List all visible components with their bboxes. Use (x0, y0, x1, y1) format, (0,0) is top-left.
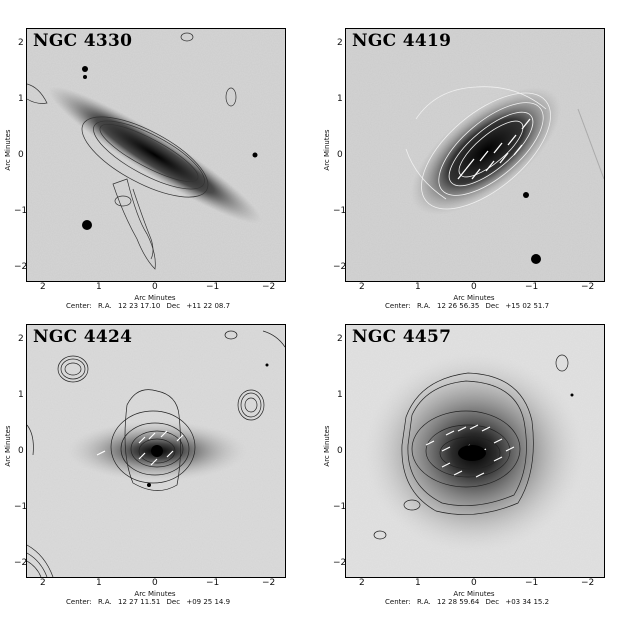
x-tick-label: −2 (262, 578, 276, 588)
x-tick-label: −2 (581, 282, 595, 292)
y-tick-label: −2 (14, 262, 28, 272)
y-tick-label: −2 (333, 558, 347, 568)
x-axis-label: Arc Minutes (134, 294, 176, 302)
x-tick-label: −1 (206, 578, 220, 588)
dec-label: Dec (485, 302, 500, 310)
galaxy-name: NGC 4457 (352, 327, 452, 347)
y-axis-label: Arc Minutes (323, 425, 331, 467)
dec-label: Dec (485, 598, 500, 606)
galaxy-name: NGC 4424 (33, 327, 133, 347)
panel-ngc4419: NGC 4419 2 1 0 −1 −2 2 1 0 −1 −2 Arc Min… (319, 0, 639, 312)
panel-ngc4424: NGC 4424 2 1 0 −1 −2 2 1 0 −1 −2 Arc Min… (0, 312, 320, 625)
galaxy-image: NGC 4457 (345, 324, 605, 578)
ra-value: 12 28 59.64 (437, 598, 480, 606)
y-tick-label: 2 (337, 334, 343, 344)
dec-value: +09 25 14.9 (186, 598, 231, 606)
y-axis-label: Arc Minutes (4, 425, 12, 467)
y-axis-label: Arc Minutes (323, 129, 331, 171)
x-tick-label: −2 (581, 578, 595, 588)
x-tick-label: 2 (40, 578, 46, 588)
ra-label: R.A. (417, 598, 431, 606)
dec-value: +03 34 15.2 (505, 598, 550, 606)
y-tick-label: 2 (18, 334, 24, 344)
center-coordinates: Center: R.A. 12 27 11.51 Dec +09 25 14.9 (66, 598, 234, 606)
x-tick-label: 1 (96, 282, 102, 292)
x-tick-label: 0 (471, 282, 477, 292)
y-tick-label: 1 (337, 390, 343, 400)
x-tick-label: 1 (415, 578, 421, 588)
x-tick-label: 2 (359, 282, 365, 292)
optical-contour-overlay (27, 325, 285, 577)
x-tick-label: 2 (359, 578, 365, 588)
y-tick-label: 2 (18, 38, 24, 48)
y-tick-label: 1 (18, 390, 24, 400)
x-tick-label: −1 (525, 578, 539, 588)
center-coordinates: Center: R.A. 12 26 56.35 Dec +15 02 51.7 (385, 302, 553, 310)
dec-value: +11 22 08.7 (186, 302, 231, 310)
x-tick-label: 0 (471, 578, 477, 588)
ra-label: R.A. (417, 302, 431, 310)
x-axis-label: Arc Minutes (453, 294, 495, 302)
y-tick-label: 0 (337, 446, 343, 456)
y-tick-label: −2 (14, 558, 28, 568)
x-tick-label: 1 (96, 578, 102, 588)
y-tick-label: −1 (333, 206, 347, 216)
x-tick-label: −1 (206, 282, 220, 292)
center-label: Center: (66, 302, 92, 310)
dec-label: Dec (166, 302, 181, 310)
galaxy-image: NGC 4424 (26, 324, 286, 578)
ra-value: 12 23 17.10 (118, 302, 161, 310)
ra-value: 12 27 11.51 (118, 598, 161, 606)
ra-label: R.A. (98, 302, 112, 310)
x-tick-label: −1 (525, 282, 539, 292)
center-label: Center: (385, 598, 411, 606)
x-tick-label: 1 (415, 282, 421, 292)
y-tick-label: 2 (337, 38, 343, 48)
dec-value: +15 02 51.7 (505, 302, 550, 310)
galaxy-name: NGC 4330 (33, 31, 133, 51)
y-tick-label: −2 (333, 262, 347, 272)
center-label: Center: (66, 598, 92, 606)
galaxy-name: NGC 4419 (352, 31, 452, 51)
galaxy-image: NGC 4330 (26, 28, 286, 282)
optical-contour-overlay (346, 29, 604, 281)
y-tick-label: 0 (18, 150, 24, 160)
y-tick-label: 1 (337, 94, 343, 104)
x-tick-label: 2 (40, 282, 46, 292)
center-coordinates: Center: R.A. 12 28 59.64 Dec +03 34 15.2 (385, 598, 553, 606)
y-axis-label: Arc Minutes (4, 129, 12, 171)
panel-ngc4330: NGC 4330 2 1 0 −1 −2 2 1 0 −1 −2 Arc Min… (0, 0, 320, 312)
y-tick-label: 1 (18, 94, 24, 104)
panel-ngc4457: NGC 4457 2 1 0 −1 −2 2 1 0 −1 −2 Arc Min… (319, 312, 639, 625)
center-coordinates: Center: R.A. 12 23 17.10 Dec +11 22 08.7 (66, 302, 234, 310)
x-axis-label: Arc Minutes (134, 590, 176, 598)
x-axis-label: Arc Minutes (453, 590, 495, 598)
ra-value: 12 26 56.35 (437, 302, 480, 310)
optical-contour-overlay (346, 325, 604, 577)
x-tick-label: 0 (152, 578, 158, 588)
y-tick-label: 0 (18, 446, 24, 456)
y-tick-label: 0 (337, 150, 343, 160)
y-tick-label: −1 (14, 502, 28, 512)
y-tick-label: −1 (333, 502, 347, 512)
y-tick-label: −1 (14, 206, 28, 216)
ra-label: R.A. (98, 598, 112, 606)
center-label: Center: (385, 302, 411, 310)
galaxy-image: NGC 4419 (345, 28, 605, 282)
optical-contour-overlay (27, 29, 285, 281)
dec-label: Dec (166, 598, 181, 606)
x-tick-label: −2 (262, 282, 276, 292)
x-tick-label: 0 (152, 282, 158, 292)
